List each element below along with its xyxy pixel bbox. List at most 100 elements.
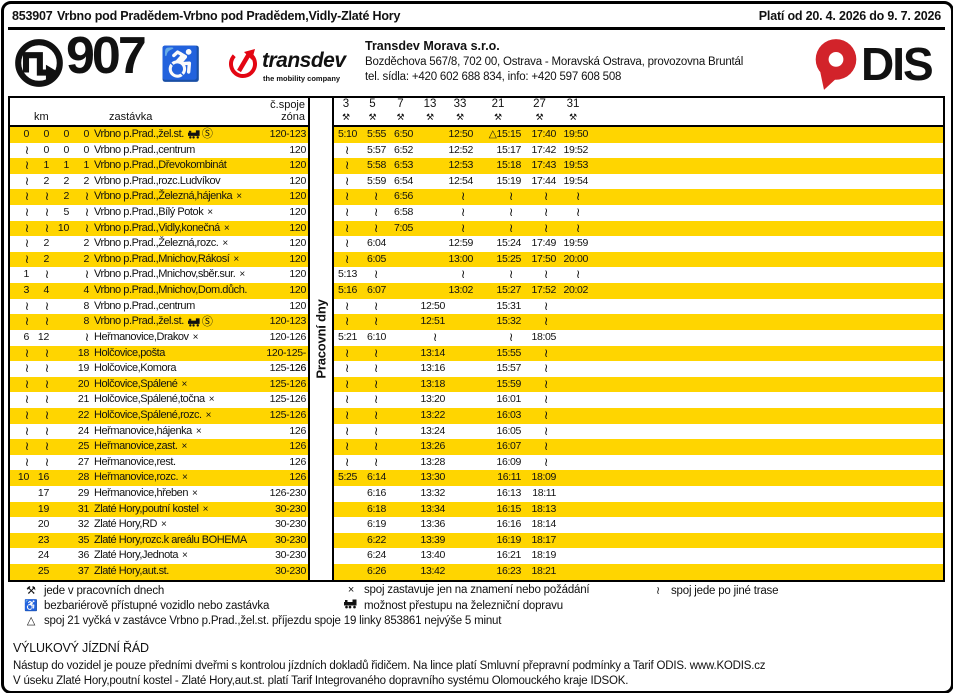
row-filler <box>589 439 943 455</box>
time-cell: ≀ <box>557 267 589 283</box>
time-cell: 16:09 <box>496 455 521 468</box>
km-cell <box>10 486 30 502</box>
time-cell <box>334 548 358 564</box>
time-cell: 12:59 <box>448 237 473 250</box>
row-filler <box>589 221 943 237</box>
other-route-mark: ≀ <box>44 407 50 422</box>
km-cell: ≀ <box>10 299 30 315</box>
km-cell <box>10 548 30 564</box>
time-cell: 13:00 <box>448 252 473 265</box>
km-cell: 8 <box>83 315 89 328</box>
time-cell: 6:05 <box>366 252 386 265</box>
validity-dates: Platí od 20. 4. 2026 do 9. 7. 2026 <box>758 9 941 23</box>
other-route-mark: ≀ <box>460 220 466 235</box>
time-cell <box>414 127 446 143</box>
legend-item: × spoj zastavuje jen na znamení nebo požá… <box>338 584 590 596</box>
time-cell: ≀ <box>334 158 358 174</box>
row-filler <box>589 158 943 174</box>
other-route-mark: ≀ <box>344 361 350 376</box>
km-cell: 19 <box>77 362 89 375</box>
other-route-mark: ≀ <box>508 189 514 204</box>
time-cell: ≀ <box>474 267 522 283</box>
table-row-times: ≀ ≀ 13:16 15:57 ≀ <box>334 361 943 377</box>
transdev-tagline: the mobility company <box>263 74 341 83</box>
line-code: 853907 <box>12 9 53 23</box>
stop-name: Heřmanovice,hřeben × <box>90 486 250 502</box>
km-cell: 12 <box>37 330 49 343</box>
on-request-icon: × <box>192 488 198 500</box>
km-cell: ≀ <box>30 267 50 283</box>
stop-name: Vrbno p.Prad.,Bílý Potok × <box>90 205 250 221</box>
other-route-mark: ≀ <box>460 267 466 282</box>
zone-cell: 126-230 <box>269 487 307 500</box>
time-cell: 18:13 <box>531 502 556 515</box>
other-route-mark: ≀ <box>344 298 350 313</box>
km-cell: ≀ <box>30 189 50 205</box>
on-request-icon: × <box>161 519 167 531</box>
zone-cell: 30-230 <box>275 549 306 562</box>
stop-name: Vrbno p.Prad.,centrum <box>90 299 250 315</box>
zone-cell: 120 <box>289 268 306 281</box>
km-cell: ≀ <box>30 424 50 440</box>
time-cell <box>557 314 589 330</box>
row-filler <box>589 299 943 315</box>
on-request-icon: × <box>181 378 187 390</box>
km-cell: ≀ <box>10 205 30 221</box>
time-cell <box>387 392 414 408</box>
other-route-mark: ≀ <box>543 439 549 454</box>
km-cell <box>50 424 70 440</box>
other-route-mark: ≀ <box>344 205 350 220</box>
times-panel-header: 3 5 7 13 33 21 27 31 ⚒ ⚒ ⚒ ⚒ ⚒ ⚒ ⚒ ⚒ <box>334 98 943 127</box>
train-icon <box>344 599 357 609</box>
time-cell <box>414 158 446 174</box>
table-row-times: ≀ 5:59 6:54 12:54 15:19 17:44 19:54 <box>334 174 943 190</box>
km-cell: 29 <box>77 487 89 500</box>
time-cell <box>557 439 589 455</box>
time-cell: ≀ <box>358 455 387 471</box>
time-cell <box>557 377 589 393</box>
stop-name: Vrbno p.Prad.,Mnichov,sběr.sur. × <box>90 267 250 283</box>
km-cell: ≀ <box>30 377 50 393</box>
time-cell <box>387 486 414 502</box>
odis-logo: DIS <box>812 37 934 91</box>
other-route-mark: ≀ <box>373 376 379 391</box>
time-cell: ≀ <box>557 189 589 205</box>
stop-name-text: Zlaté Hory,poutní kostel <box>94 502 199 515</box>
km-cell <box>50 564 70 580</box>
table-row-times: ≀ ≀ 7:05 ≀ ≀ ≀ ≀ <box>334 220 943 237</box>
time-cell: ≀ <box>334 377 358 393</box>
zone-cell: 120-123 <box>269 128 307 140</box>
time-cell: 13:24 <box>420 424 445 437</box>
row-filler <box>589 424 943 440</box>
other-route-mark: ≀ <box>543 205 549 220</box>
stop-name: Vrbno p.Prad.,rozc.Ludvíkov <box>90 174 250 190</box>
time-cell: ≀ <box>414 330 446 346</box>
time-cell <box>387 502 414 518</box>
time-cell <box>387 314 414 330</box>
other-route-mark: ≀ <box>344 142 350 157</box>
time-cell: ≀ <box>522 189 557 205</box>
time-cell <box>446 299 474 315</box>
working-days-strip: Pracovní dny <box>310 96 332 582</box>
time-cell: 6:04 <box>366 237 386 250</box>
km-cell: 2 <box>83 252 89 265</box>
time-cell <box>557 502 589 518</box>
km-cell: ≀ <box>30 314 50 330</box>
zone-cell: 125-126 <box>269 408 307 421</box>
time-cell: 13:36 <box>420 518 445 531</box>
km-cell <box>50 533 70 549</box>
km-cell: 0 <box>23 128 29 140</box>
time-cell: ≀ <box>522 439 557 455</box>
legend-item: ≀ spoj jede po jiné trase <box>645 584 778 598</box>
zone-cell: 120-125-126 <box>266 346 306 375</box>
time-cell <box>557 517 589 533</box>
table-row: 0 0 0 0 Vrbno p.Prad.,žel.st. Ⓢ 120-123 <box>10 127 308 143</box>
time-cell: 16:15 <box>496 502 521 515</box>
other-route-mark: ≀ <box>344 392 350 407</box>
time-cell: 16:03 <box>496 408 521 421</box>
km-cell <box>50 502 70 518</box>
other-route-mark: ≀ <box>24 189 30 204</box>
table-row-times: 6:26 13:42 16:23 18:21 <box>334 564 943 580</box>
zone-header: zóna <box>281 111 305 123</box>
